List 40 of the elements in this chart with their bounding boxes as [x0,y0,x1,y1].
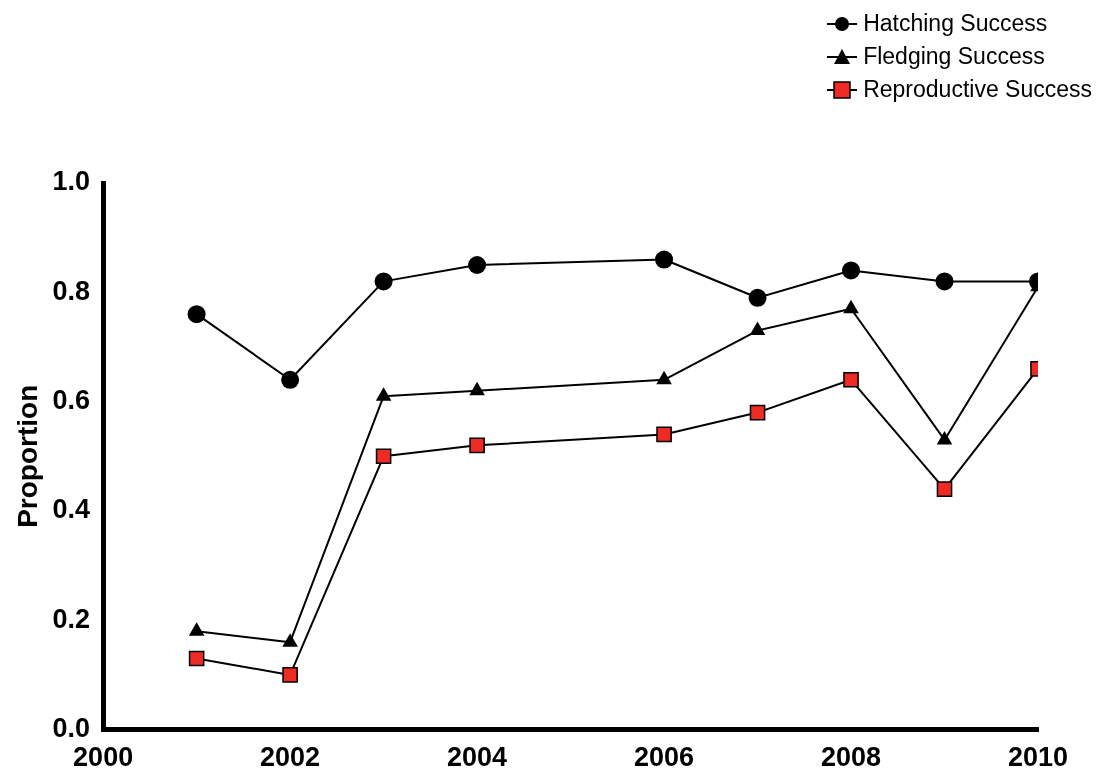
point [375,448,392,465]
point [749,404,766,421]
point [282,667,298,683]
point [469,381,485,396]
point [655,250,674,269]
point [374,272,393,291]
legend-label: Hatching Success [863,10,1048,37]
point [749,321,766,336]
point [936,481,953,497]
y-tick-label: 1.0 [52,166,91,197]
y-tick-label: 0.4 [52,494,91,525]
point [187,305,206,324]
point [935,272,954,291]
point [282,633,298,647]
x-tick-label: 2000 [73,742,134,773]
legend-label: Fledging Success [863,43,1045,70]
point [936,430,953,445]
point [748,288,767,307]
y-tick-label: 0.2 [52,603,91,634]
x-tick-label: 2006 [634,742,695,773]
y-axis-title: Proportion [11,384,43,528]
point [188,622,205,636]
x-tick-label: 2010 [1007,742,1069,773]
x-tick-label: 2004 [447,742,508,773]
point [842,261,861,280]
point [843,299,859,314]
y-tick-label: 0.0 [52,713,91,744]
x-tick-label: 2008 [820,742,882,773]
point [188,650,205,667]
point [469,437,485,454]
x-tick-label: 2002 [260,742,321,773]
point [656,426,672,443]
y-tick-label: 0.6 [52,385,91,416]
legend-label: Reproductive Success [863,76,1092,103]
point [468,255,487,274]
y-tick-label: 0.8 [52,275,91,306]
point [281,370,300,389]
point [656,370,672,385]
point [843,371,859,388]
point [375,387,392,401]
